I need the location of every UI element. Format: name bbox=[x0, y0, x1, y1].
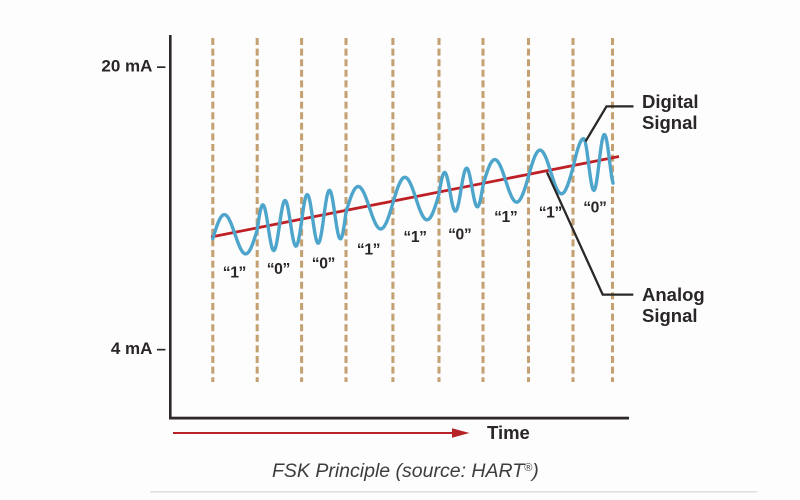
svg-text:Signal: Signal bbox=[642, 112, 698, 133]
svg-text:Digital: Digital bbox=[642, 91, 699, 112]
svg-text:“0”: “0” bbox=[267, 261, 290, 278]
svg-text:Signal: Signal bbox=[642, 305, 698, 326]
svg-text:Time: Time bbox=[487, 422, 530, 443]
svg-text:“1”: “1” bbox=[494, 209, 517, 226]
svg-text:“0”: “0” bbox=[448, 226, 471, 243]
svg-text:20 mA –: 20 mA – bbox=[101, 57, 166, 76]
svg-text:4 mA –: 4 mA – bbox=[111, 339, 166, 358]
svg-text:Analog: Analog bbox=[642, 284, 705, 305]
svg-text:“0”: “0” bbox=[312, 255, 335, 272]
svg-text:FSK Principle (source: HART®): FSK Principle (source: HART®) bbox=[272, 460, 539, 482]
svg-text:“1”: “1” bbox=[539, 205, 562, 222]
svg-text:“1”: “1” bbox=[223, 264, 246, 281]
svg-text:“1”: “1” bbox=[403, 229, 426, 246]
svg-text:“1”: “1” bbox=[357, 241, 380, 258]
svg-text:“0”: “0” bbox=[583, 200, 606, 217]
